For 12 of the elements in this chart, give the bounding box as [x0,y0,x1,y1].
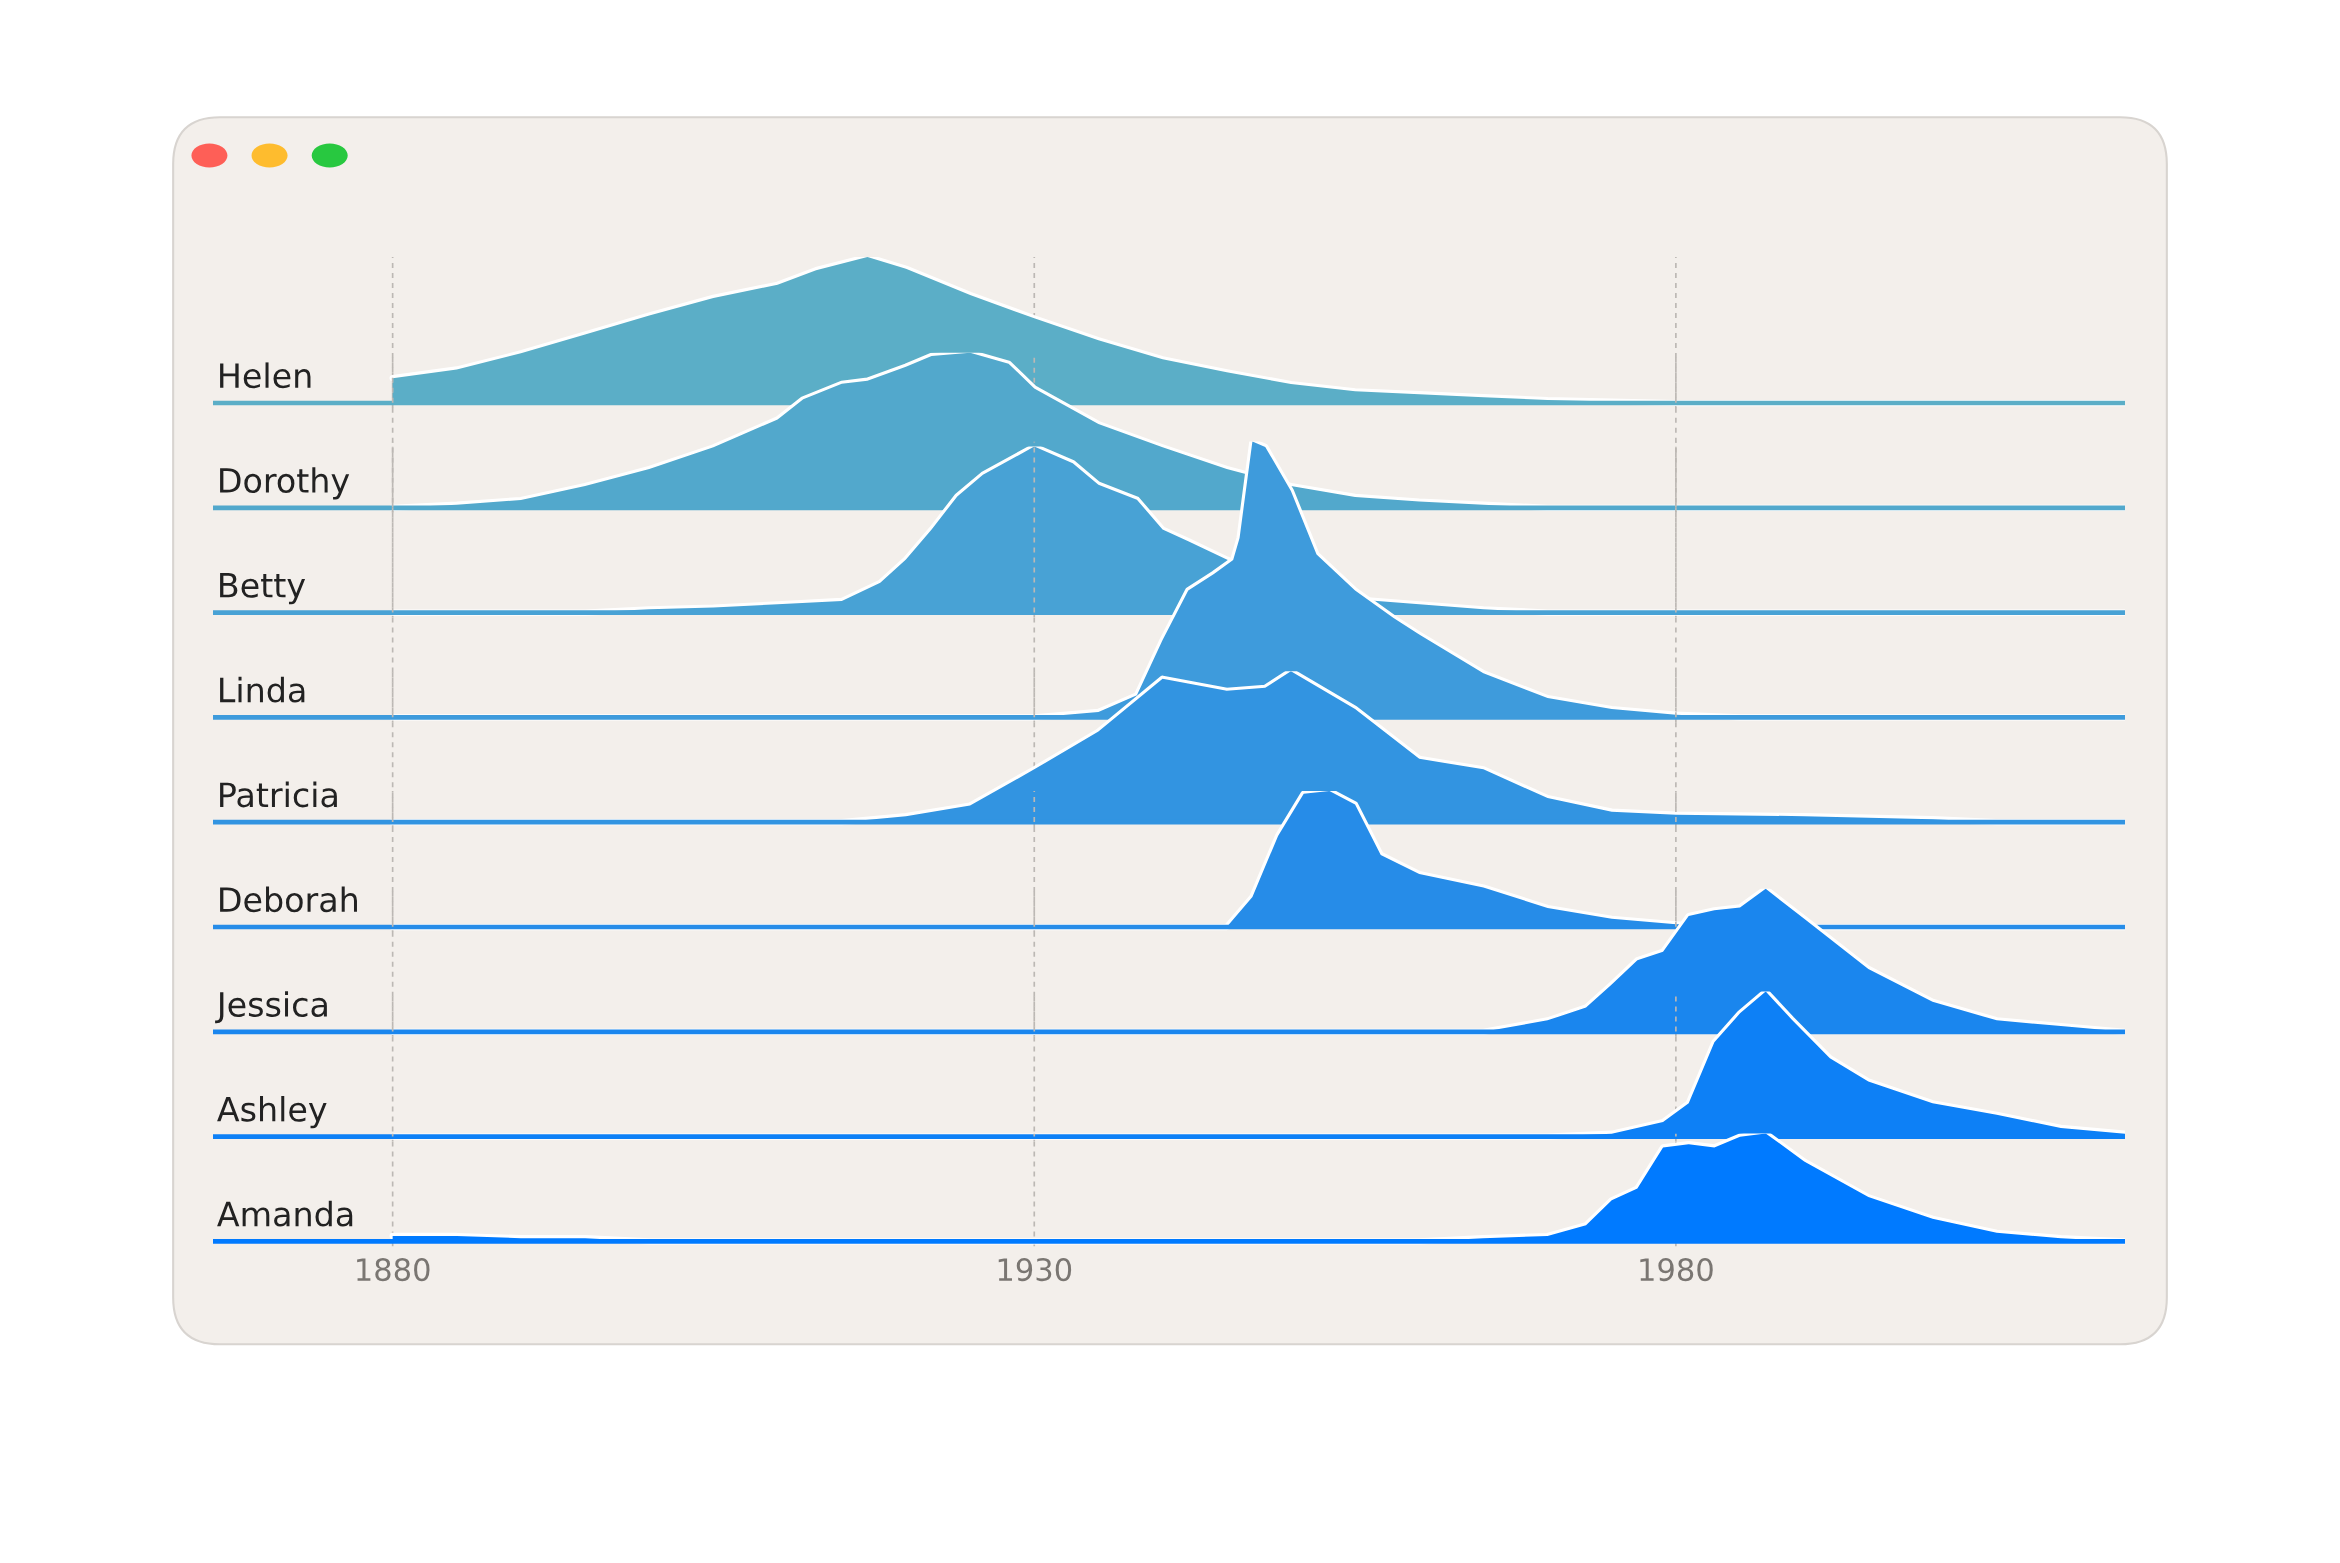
x-tick-label: 1980 [1640,1258,1713,1282]
series-label: Amanda [217,1200,353,1227]
series-label: Deborah [220,886,357,913]
x-tick-label: 1930 [998,1258,1072,1282]
text: Helen [220,362,311,389]
series-label: Jessica [215,991,327,1024]
text: Linda [220,676,305,703]
series-label: Ashley [217,1096,327,1129]
series-label: Dorothy [220,467,350,500]
series-label: Patricia [220,781,337,808]
text: Betty [220,573,306,605]
x-tick-label: 1880 [357,1258,430,1282]
